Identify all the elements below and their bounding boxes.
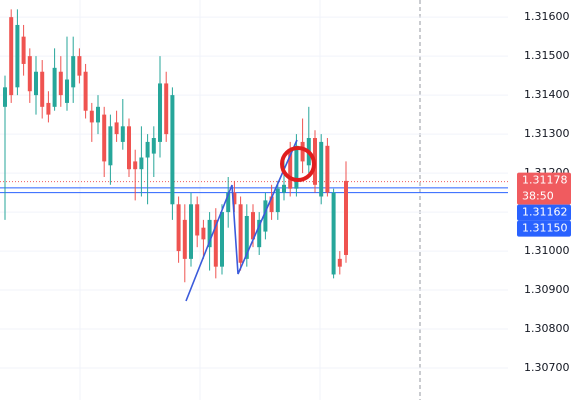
y-tick-label: 1.30900 [524,283,570,296]
candle-body [164,83,169,135]
grid-layer [0,0,508,400]
price-label: 1.31150 [522,222,568,235]
y-tick-label: 1.31600 [524,10,570,23]
trend-drawing [185,139,298,302]
price-line-layer [0,181,508,194]
candle-body [263,200,268,232]
y-tick-label: 1.31300 [524,127,570,140]
candle-body [176,204,181,252]
candle-body [300,141,305,162]
y-tick-label: 1.30700 [524,361,570,374]
candle-body [325,145,330,193]
highlight-circle [280,146,316,182]
candle-body [139,157,144,170]
price-label-box [517,172,571,205]
candle-body [83,71,88,111]
candle-body [319,141,324,197]
candle-body [238,204,243,263]
candle-body [40,71,45,107]
price-label-box [517,220,571,237]
candle-body [133,161,138,170]
candle-body [77,56,82,76]
candle-body [213,219,218,267]
candle-body [337,258,342,267]
candle-body [195,204,200,236]
candle-body [158,83,162,142]
price-axis: 1.307001.308001.309001.310001.311001.312… [508,0,585,400]
candle-body [58,71,63,96]
candle-body [282,184,286,193]
candle-body [151,138,156,154]
candle-body [182,219,187,259]
y-tick-label: 1.31500 [524,49,570,62]
candle-body [269,196,274,213]
candle-body [189,204,193,259]
candle-body [46,102,51,115]
candle-body [288,149,293,189]
candle-body [232,192,237,205]
candle-body [9,17,14,96]
candle-body [108,126,113,166]
candle-body [27,56,32,92]
candle-layer [3,9,348,283]
drawing-layer [185,139,316,302]
candle-body [294,145,299,189]
candle-body [344,180,348,255]
price-label-box [517,204,571,221]
candle-body [226,192,231,213]
candle-body [89,110,94,123]
candle-body [220,212,224,267]
candle-body [145,141,150,158]
candle-body [65,79,69,103]
y-tick-label: 1.31000 [524,244,570,257]
candle-body [21,36,26,64]
candle-body [170,95,175,205]
countdown-label: 38:50 [522,190,554,203]
candle-body [15,24,20,88]
candle-body [71,56,76,88]
candle-body [207,219,212,248]
candle-body [114,122,119,135]
candle-body [275,188,280,213]
candle-body [34,71,38,96]
y-tick-label: 1.31400 [524,88,570,101]
candle-body [251,212,255,240]
price-label: 1.31178 [522,174,568,187]
candle-body [244,215,249,259]
candle-body [102,114,107,162]
candle-body [127,126,131,170]
candle-body [52,67,57,107]
candle-body [201,227,206,240]
candle-body [96,106,100,123]
candle-body [257,219,262,248]
candle-body [120,126,125,142]
price-label: 1.31162 [522,206,568,219]
candle-body [331,192,336,275]
y-tick-label: 1.30800 [524,322,570,335]
candle-body [3,87,7,107]
